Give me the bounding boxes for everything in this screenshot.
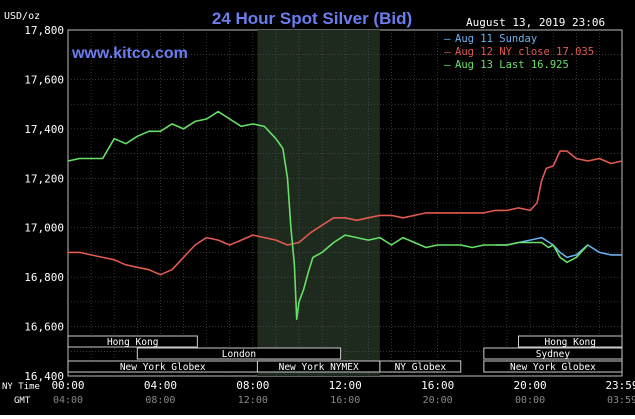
session-box: [518, 335, 623, 348]
session-label: New York Globex: [510, 362, 596, 373]
x-tick-label-ny: 16:00: [421, 379, 454, 392]
x-tick-label-gmt: 16:00: [330, 395, 360, 406]
legend-entry: Aug 13 Last 16.925: [455, 59, 569, 71]
legend-entry: Aug 12 NY close 17.035: [455, 46, 594, 58]
session-label: London: [222, 349, 256, 360]
legend-marker: —: [444, 45, 451, 58]
y-tick-label: 17,800: [24, 24, 64, 37]
x-row-label-ny: NY Time: [2, 382, 40, 392]
session-label: Sydney: [536, 349, 571, 360]
session-label: New York Globex: [120, 362, 206, 373]
x-tick-label-ny: 04:00: [144, 379, 177, 392]
y-tick-label: 17,600: [24, 73, 64, 86]
y-tick-label: 16,800: [24, 271, 64, 284]
x-row-label-gmt: GMT: [14, 396, 31, 406]
series-line-aug-13: [67, 110, 589, 321]
y-unit-label: USD/oz: [4, 11, 40, 22]
date-label: August 13, 2019 23:06: [466, 16, 605, 29]
session-box: [67, 335, 198, 348]
session-label: Hong Kong: [107, 337, 158, 348]
x-tick-label-ny: 12:00: [329, 379, 362, 392]
session-label: Hong Kong: [545, 337, 596, 348]
x-tick-label-ny: 23:59: [605, 379, 635, 392]
x-tick-label-ny: 08:00: [236, 379, 269, 392]
x-tick-label-ny: 20:00: [513, 379, 546, 392]
session-label: New York NYMEX: [279, 362, 359, 373]
session-box: [483, 347, 623, 360]
x-tick-label-ny: 00:00: [51, 379, 84, 392]
session-box: [379, 360, 462, 373]
watermark: www.kitco.com: [71, 45, 188, 62]
x-tick-label-gmt: 20:00: [423, 395, 453, 406]
y-tick-label: 16,600: [24, 321, 64, 334]
session-label: NY Globex: [395, 362, 447, 373]
session-box: [483, 360, 623, 373]
legend-entry: Aug 11 Sunday: [455, 33, 537, 45]
y-tick-label: 17,200: [24, 172, 64, 185]
chart-title: 24 Hour Spot Silver (Bid): [212, 9, 412, 28]
y-tick-label: 17,000: [24, 222, 64, 235]
legend-marker: —: [444, 32, 451, 45]
x-tick-label-gmt: 12:00: [238, 395, 268, 406]
x-tick-label-gmt: 03:59: [607, 395, 635, 406]
x-tick-label-gmt: 00:00: [515, 395, 545, 406]
legend-marker: —: [444, 58, 451, 71]
y-tick-label: 16,400: [24, 370, 64, 383]
x-tick-label-gmt: 08:00: [145, 395, 175, 406]
x-tick-label-gmt: 04:00: [53, 395, 83, 406]
session-box: [136, 347, 342, 360]
y-tick-label: 17,400: [24, 123, 64, 136]
series-line-aug-12: [68, 150, 623, 276]
plot-area: 17,800 17,600 17,400 17,200 17,000 16,800 16,6…: [24, 24, 635, 406]
